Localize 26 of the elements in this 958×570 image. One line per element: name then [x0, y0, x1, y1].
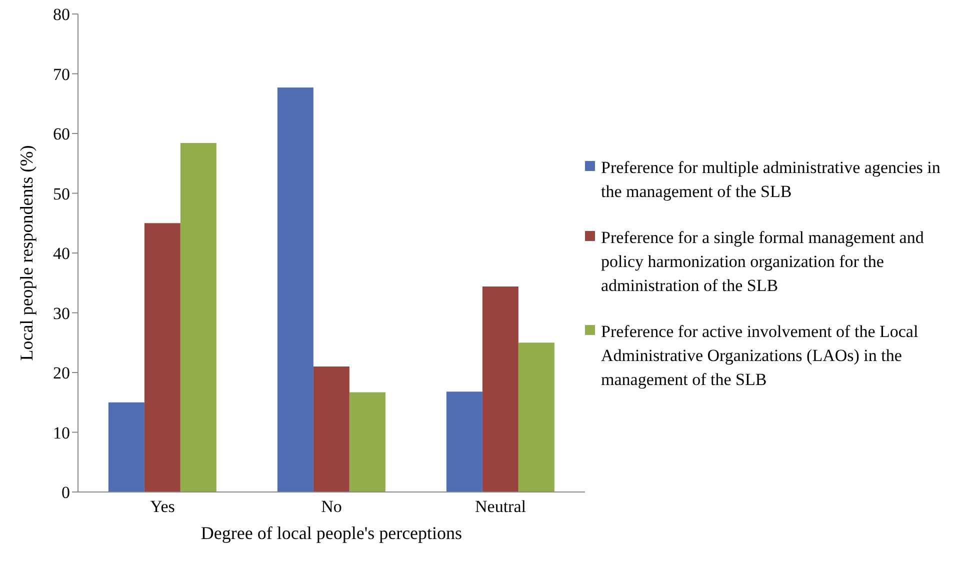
- y-axis-title: Local people respondents (%): [16, 145, 36, 361]
- bar: [313, 366, 350, 492]
- bar: [180, 143, 216, 492]
- bar: [349, 392, 386, 492]
- bar: [108, 402, 144, 492]
- y-tick-label: 60: [53, 124, 70, 144]
- bar: [482, 286, 518, 492]
- y-tick-label: 70: [53, 64, 70, 84]
- legend-label: Preference for active involvement of the Local Administrative Organizations (LAOs) in the management of the SLB: [601, 321, 920, 391]
- y-tick-label: 30: [53, 304, 70, 323]
- legend-label: Preference for multiple administrative agencies in the management of the SLB: [601, 157, 942, 203]
- bar: [277, 87, 314, 492]
- y-tick-label: 0: [62, 483, 70, 502]
- x-tick-label: Neutral: [475, 497, 526, 516]
- x-tick-label: No: [321, 497, 342, 516]
- bar: [446, 392, 482, 492]
- y-tick-label: 40: [53, 244, 70, 264]
- y-tick-label: 20: [53, 364, 70, 383]
- bar: [144, 223, 180, 492]
- legend-label: Preference for a single formal management and policy harmonization organization for the administration of the SLB: [601, 227, 925, 297]
- y-tick-label: 10: [53, 423, 70, 442]
- y-tick-label: 50: [53, 184, 70, 204]
- x-tick-label: Yes: [150, 497, 175, 516]
- x-axis-title: Degree of local people's perceptions: [200, 522, 462, 543]
- y-tick-label: 80: [53, 5, 70, 24]
- bar: [518, 342, 554, 492]
